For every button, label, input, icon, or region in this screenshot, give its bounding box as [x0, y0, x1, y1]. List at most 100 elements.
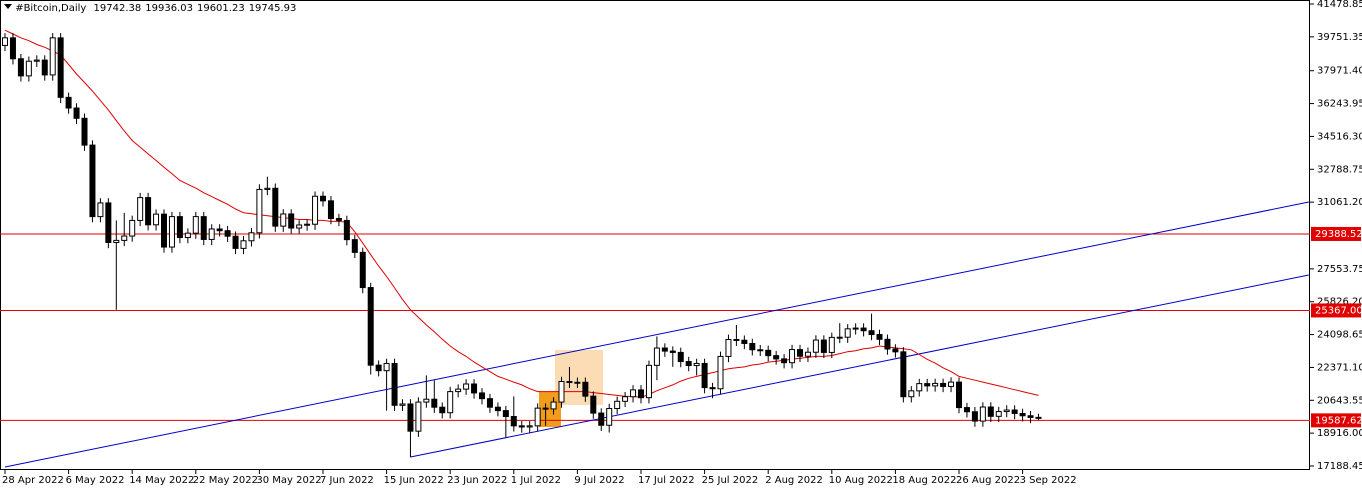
level-label-box [1311, 226, 1361, 241]
symbol-title: #Bitcoin,Daily [15, 3, 87, 14]
candle-body [924, 383, 931, 387]
candle-body [121, 235, 128, 241]
candle-body [137, 197, 144, 221]
candle-body [240, 240, 247, 249]
x-tick-label: 10 Aug 2022 [829, 475, 893, 486]
y-tick-label: 20643.55 [1317, 395, 1362, 406]
candle-body [1027, 415, 1034, 418]
candle-body [725, 338, 732, 357]
x-tick-label: 25 Jul 2022 [702, 475, 759, 486]
candle-body [73, 107, 80, 119]
candle-body [900, 351, 907, 398]
candle-body [876, 334, 883, 340]
y-tick-label: 27553.75 [1317, 264, 1362, 275]
candle-body [224, 230, 231, 237]
candle-body [940, 382, 947, 387]
x-tick-label: 30 May 2022 [256, 475, 321, 486]
x-tick-label: 28 Apr 2022 [2, 475, 64, 486]
x-tick-label: 9 Jul 2022 [574, 475, 624, 486]
candle-body [534, 407, 541, 427]
candle-body [733, 338, 740, 341]
candle-body [9, 37, 16, 60]
y-tick-label: 39751.35 [1317, 32, 1362, 43]
candle-body [296, 224, 303, 229]
candle-body [415, 401, 422, 432]
candle-body [860, 327, 867, 332]
x-tick-label: 3 Sep 2022 [1020, 475, 1077, 486]
y-tick-label: 31061.20 [1317, 197, 1362, 208]
channel-line [410, 274, 1309, 458]
candle-body [661, 347, 668, 352]
candle-body [200, 216, 207, 240]
candle-body [168, 216, 175, 248]
plot-frame [0, 0, 1310, 470]
candle-body [781, 358, 788, 364]
y-tick-label: 24098.65 [1317, 330, 1362, 341]
candle-body [184, 232, 191, 239]
candle-body [749, 342, 756, 351]
candle-body [351, 239, 358, 253]
candle-body [518, 425, 525, 428]
candle-body [765, 349, 772, 357]
plot-layer [0, 29, 1310, 468]
candle-body [1035, 416, 1042, 419]
candle-body [383, 362, 390, 372]
candle-body [280, 213, 287, 227]
candle-body [741, 339, 748, 344]
y-tick-label: 37971.40 [1317, 66, 1362, 77]
candle-body [1019, 412, 1026, 417]
x-tick-label: 7 Jun 2022 [320, 475, 374, 486]
candle-body [105, 202, 112, 243]
candle-body [423, 398, 430, 403]
candle-body [479, 392, 485, 400]
candle-body [248, 232, 255, 242]
level-label: 29388.52 [1315, 229, 1362, 240]
y-tick-label: 22371.10 [1317, 362, 1362, 373]
candle-body [288, 213, 295, 229]
candle-body [264, 187, 271, 190]
candle-body [57, 37, 64, 98]
candle-body [399, 403, 406, 406]
candle-body [153, 213, 160, 226]
chart-header: #Bitcoin,Daily 19742.38 19936.03 19601.23 1… [4, 3, 300, 14]
candle-body [33, 59, 40, 62]
candle-body [439, 406, 446, 414]
candle-body [2, 37, 8, 46]
candle-body [161, 213, 167, 248]
candle-body [630, 389, 637, 398]
level-label-box [1311, 303, 1361, 318]
candle-body [312, 195, 319, 225]
candle-body [327, 200, 334, 220]
candle-body [709, 387, 716, 390]
x-tick-label: 14 May 2022 [129, 475, 194, 486]
candle-body [176, 216, 183, 239]
candle-body [81, 117, 88, 146]
candle-body [41, 59, 48, 76]
x-tick-label: 17 Jul 2022 [638, 475, 695, 486]
candle-body [486, 398, 493, 408]
candle-body [391, 362, 398, 406]
candle-body [932, 382, 939, 387]
candle-body [145, 197, 152, 226]
candle-body [804, 351, 811, 357]
candle-body [232, 235, 239, 249]
candle-body [789, 349, 796, 364]
candle-body [367, 287, 374, 366]
candle-body [216, 228, 223, 232]
candle-body [590, 395, 597, 414]
candle-body [844, 328, 851, 338]
x-tick-label: 2 Aug 2022 [765, 475, 823, 486]
x-tick-label: 1 Jul 2022 [511, 475, 561, 486]
candle-body [542, 407, 549, 410]
candle-body [971, 411, 978, 422]
candle-body [963, 407, 970, 413]
candle-body [1011, 409, 1018, 414]
y-tick-label: 25826.20 [1317, 297, 1362, 308]
candle-body [65, 96, 72, 109]
candle-body [566, 381, 573, 384]
channel-line [4, 201, 1309, 468]
candle-body [892, 348, 899, 353]
candle-body [208, 228, 215, 240]
